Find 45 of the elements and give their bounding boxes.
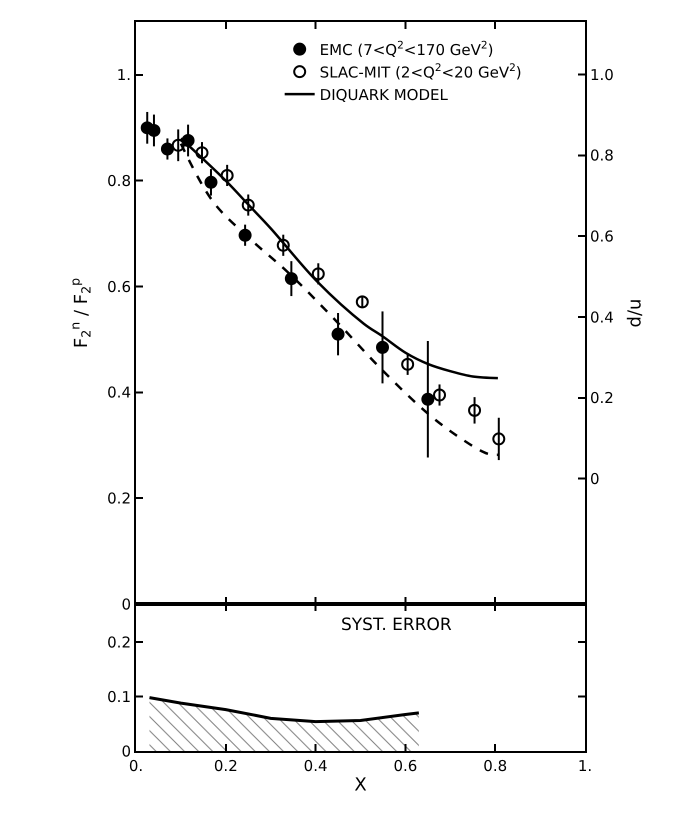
- point: [172, 138, 185, 152]
- x-tick-label: 1.: [578, 757, 592, 775]
- y-tick-label: 0.2: [107, 633, 131, 652]
- point: [220, 168, 234, 182]
- point: [376, 340, 389, 354]
- annotation: SYST. ERROR: [341, 615, 452, 635]
- point: [401, 358, 414, 371]
- y-tick-label: 0.6: [107, 278, 131, 296]
- y2-tick-label: 0.2: [590, 389, 614, 408]
- y-tick-label: 1.: [116, 66, 131, 84]
- y-tick-label: 0.2: [107, 489, 131, 508]
- point: [468, 404, 482, 417]
- legend-label: SLAC-MIT (2<Q$^{2}$<20 GeV$^{2}$): [320, 62, 522, 82]
- y2-tick-label: 0: [590, 470, 600, 488]
- y2-tick-label: 0.6: [590, 227, 614, 246]
- legend-label: DIQUARK MODEL: [320, 86, 449, 104]
- y2-tick-label: 0.8: [590, 146, 614, 165]
- point: [147, 124, 160, 137]
- y2-axis-title: d/u: [624, 298, 646, 328]
- y-tick-label: 0: [121, 595, 131, 614]
- y-tick-label: 0.4: [107, 384, 131, 402]
- point: [242, 198, 255, 212]
- y-tick-label: 0: [121, 742, 131, 760]
- legend-label: EMC (7<Q$^{2}$<170 GeV$^{2}$): [320, 40, 494, 60]
- x-tick-label: 0.8: [483, 757, 508, 775]
- point: [312, 267, 325, 280]
- point: [492, 432, 506, 446]
- point: [284, 272, 298, 286]
- y-tick-label: 0.1: [107, 688, 131, 706]
- point: [160, 142, 174, 156]
- point: [332, 328, 345, 341]
- y2-tick-label: 1.0: [590, 66, 614, 84]
- y-tick-label: 0.8: [107, 172, 131, 190]
- point: [433, 388, 446, 402]
- x-tick-label: 0.6: [393, 757, 418, 775]
- x-tick-label: 0.4: [304, 757, 328, 775]
- point: [276, 238, 290, 252]
- point: [196, 146, 208, 160]
- x-tick-label: 0.: [128, 757, 144, 775]
- x-tick-label: 0.2: [214, 757, 238, 775]
- point: [421, 392, 434, 406]
- point: [356, 295, 369, 308]
- y2-tick-label: 0.4: [590, 308, 614, 326]
- x-axis-title: X: [354, 774, 367, 796]
- point: [204, 176, 218, 189]
